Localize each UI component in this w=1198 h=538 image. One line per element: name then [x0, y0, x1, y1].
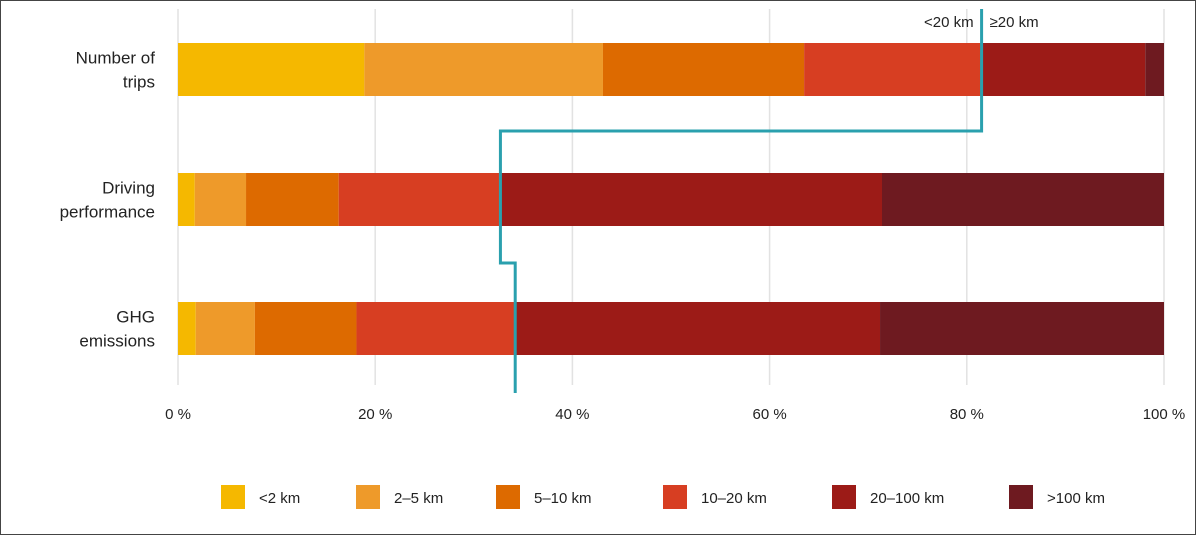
bar-segment — [882, 173, 1164, 226]
bar-segment — [246, 173, 339, 226]
legend-swatch — [221, 485, 245, 509]
legend-swatch — [356, 485, 380, 509]
bar-segment — [981, 43, 1146, 96]
legend-label: 5–10 km — [534, 490, 592, 507]
bar-segment — [194, 173, 247, 226]
legend-label: 2–5 km — [394, 490, 443, 507]
bar-segment — [178, 302, 196, 355]
bars — [178, 43, 1164, 355]
category-label: performance — [60, 203, 155, 222]
legend-label: <2 km — [259, 490, 300, 507]
threshold-line — [498, 9, 984, 393]
x-tick-label: 20 % — [358, 406, 392, 423]
bar-segment — [356, 302, 516, 355]
legend-swatch — [663, 485, 687, 509]
bar-segment — [178, 173, 195, 226]
category-label: trips — [123, 73, 155, 92]
bar-segment — [880, 302, 1164, 355]
bar-segment — [338, 173, 501, 226]
bar-segment — [804, 43, 982, 96]
category-label: emissions — [79, 332, 155, 351]
threshold-label-above: ≥20 km — [990, 14, 1039, 31]
x-tick-label: 60 % — [752, 406, 786, 423]
bar-segment — [254, 302, 357, 355]
legend-label: 10–20 km — [701, 490, 767, 507]
bar-segment — [515, 302, 881, 355]
category-label: Driving — [102, 179, 155, 198]
legend-label: >100 km — [1047, 490, 1105, 507]
bar-segment — [1145, 43, 1164, 96]
legend-swatch — [1009, 485, 1033, 509]
threshold-label-below: <20 km — [924, 14, 974, 31]
category-label: GHG — [116, 308, 155, 327]
bar-segment — [364, 43, 603, 96]
category-label: Number of — [76, 49, 156, 68]
x-tick-label: 80 % — [950, 406, 984, 423]
x-tick-label: 40 % — [555, 406, 589, 423]
bar-segment — [178, 43, 365, 96]
bar-segment — [195, 302, 255, 355]
legend-swatch — [496, 485, 520, 509]
bar-segment — [500, 173, 883, 226]
legend-swatch — [832, 485, 856, 509]
x-tick-label: 0 % — [165, 406, 191, 423]
legend-label: 20–100 km — [870, 490, 944, 507]
x-tick-label: 100 % — [1143, 406, 1186, 423]
legend: <2 km 2–5 km 5–10 km 10–20 km 20–100 km >100 … — [221, 485, 1105, 509]
bar-segment — [602, 43, 805, 96]
